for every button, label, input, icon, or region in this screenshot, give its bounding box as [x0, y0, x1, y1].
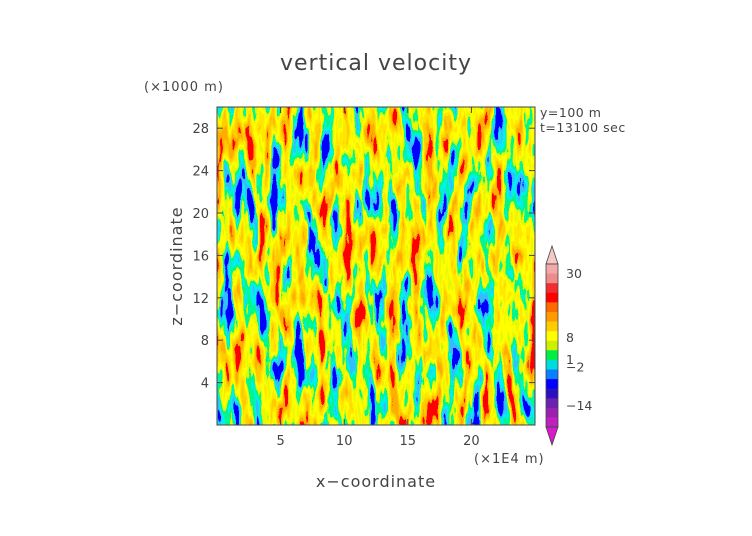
x-tick-label: 10 — [336, 434, 353, 449]
colorbar-tick-label: −14 — [566, 398, 592, 413]
y-tick-label: 24 — [192, 165, 209, 180]
colorbar: 30 8 1−2 −14 — [545, 244, 592, 447]
heatmap-field — [217, 107, 535, 425]
colorbar-frame — [545, 263, 559, 428]
colorbar-tick-label: −2 — [566, 360, 584, 375]
colorbar-segment — [546, 369, 558, 380]
chart-title: vertical velocity — [280, 51, 472, 76]
colorbar-segment — [546, 388, 558, 399]
annotation-line-1: y=100 m — [540, 105, 601, 120]
colorbar-segment — [546, 398, 558, 409]
colorbar-bottom-arrow — [545, 426, 559, 447]
x-tick-label: 15 — [400, 434, 417, 449]
colorbar-segment — [546, 302, 558, 313]
colorbar-segment — [546, 407, 558, 418]
colorbar-segment — [546, 283, 558, 294]
colorbar-tick-label: 30 — [566, 266, 582, 281]
colorbar-top-arrow — [545, 244, 559, 265]
colorbar-segment — [546, 379, 558, 389]
x-unit-label: (×1E4 m) — [474, 452, 545, 467]
y-tick-label: 16 — [192, 249, 209, 264]
x-axis: 5 10 15 20 — [276, 107, 480, 449]
colorbar-segment — [546, 359, 558, 370]
colorbar-segment — [546, 321, 558, 332]
colorbar-segment — [546, 264, 558, 274]
y-axis: 4 8 12 16 20 24 28 — [192, 122, 535, 392]
colorbar-segment — [546, 292, 558, 303]
y-tick-label: 28 — [192, 122, 209, 137]
plot-frame — [216, 106, 536, 426]
colorbar-segment — [546, 331, 558, 342]
y-tick-label: 12 — [192, 292, 209, 307]
colorbar-tick-label: 8 — [566, 330, 574, 345]
y-unit-label: (×1000 m) — [144, 80, 224, 95]
y-tick-label: 8 — [201, 334, 209, 349]
plot-area — [216, 106, 536, 426]
x-tick-label: 20 — [463, 434, 480, 449]
colorbar-segment — [546, 417, 558, 428]
annotation: y=100 m t=13100 sec — [540, 105, 626, 135]
colorbar-tick-label: 1 — [566, 352, 574, 367]
colorbar-segment — [546, 273, 558, 284]
y-tick-label: 4 — [201, 377, 209, 392]
x-axis-label: x−coordinate — [316, 472, 436, 491]
annotation-line-2: t=13100 sec — [540, 120, 626, 135]
x-tick-label: 5 — [276, 434, 284, 449]
y-tick-label: 20 — [192, 207, 209, 222]
y-axis-label: z−coordinate — [167, 206, 186, 325]
colorbar-segment — [546, 311, 558, 322]
colorbar-segment — [546, 350, 558, 361]
colorbar-segment — [546, 340, 558, 351]
